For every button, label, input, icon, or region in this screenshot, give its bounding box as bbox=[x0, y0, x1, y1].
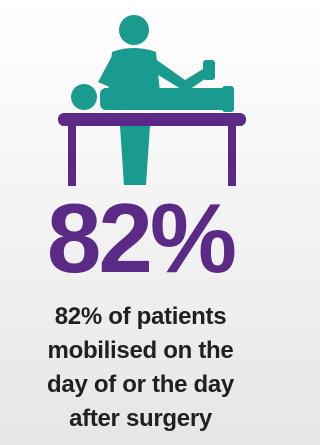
caption-line: mobilised on the bbox=[0, 334, 281, 368]
caption-line: after surgery bbox=[0, 402, 281, 436]
physio-icon bbox=[0, 0, 281, 200]
caption-line: day of or the day bbox=[0, 368, 281, 402]
caption-line: 82% of patients bbox=[0, 300, 281, 334]
figures bbox=[71, 15, 234, 185]
stat-value: 82% bbox=[0, 188, 281, 288]
table bbox=[58, 113, 246, 186]
